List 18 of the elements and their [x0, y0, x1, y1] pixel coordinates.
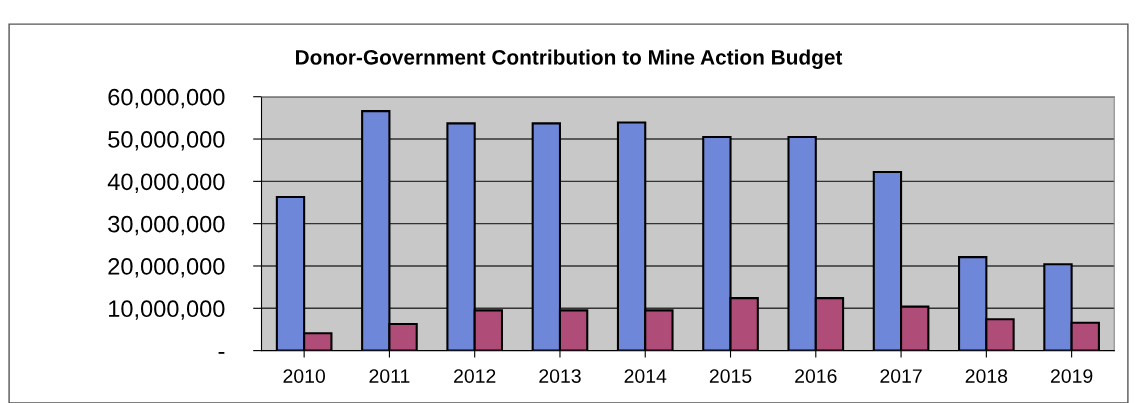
y-tick-label: 40,000,000: [107, 173, 225, 193]
x-tick-label: 2019: [1050, 369, 1093, 383]
chart-title: Donor-Government Contribution to Mine Action Budget: [296, 49, 843, 69]
x-tick-label: 2015: [709, 369, 752, 383]
y-tick-label: 50,000,000: [108, 131, 225, 151]
x-tick-label: 2013: [539, 369, 581, 383]
x-tick-label: 2014: [624, 369, 667, 383]
y-tick-label: 30,000,000: [108, 215, 225, 236]
x-tick-label: 2017: [880, 369, 922, 383]
y-tick-label: 20,000,000: [108, 258, 225, 278]
y-tick-label: 60,000,000: [108, 88, 225, 109]
x-tick-label: 2018: [965, 369, 1008, 383]
x-tick-label: 2010: [283, 369, 326, 383]
x-tick-label: 2011: [369, 369, 410, 383]
x-tick-label: 2016: [795, 369, 837, 383]
y-tick-label: 10,000,000: [109, 300, 225, 320]
x-tick-label: 2012: [454, 369, 496, 383]
y-tick-label: -: [218, 351, 225, 354]
